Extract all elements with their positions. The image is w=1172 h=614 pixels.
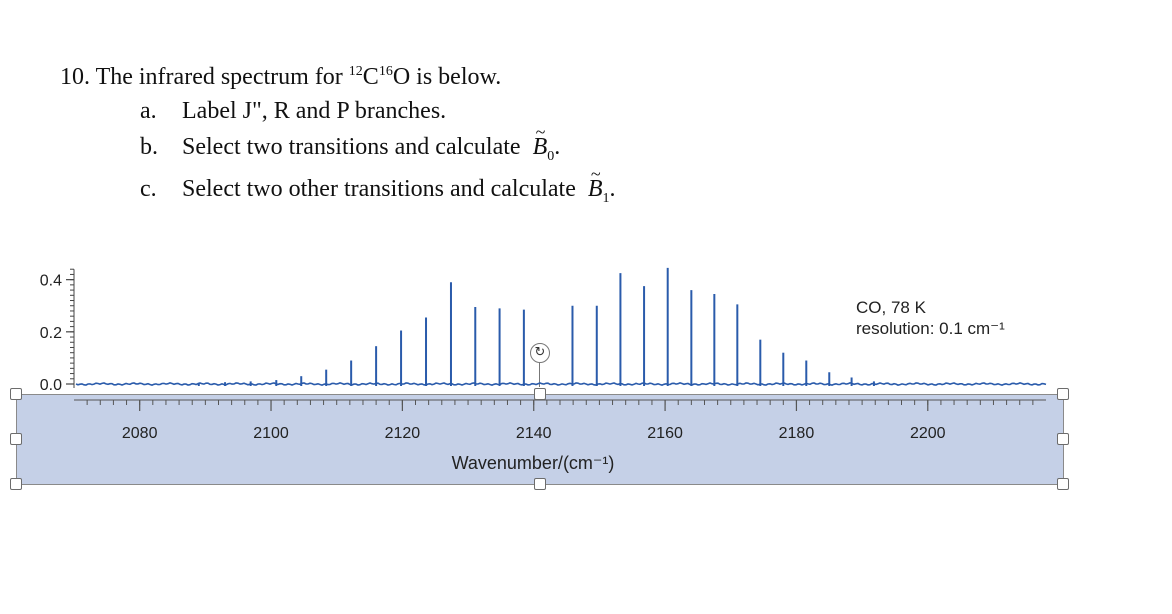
x-tick-label: 2120: [385, 425, 421, 442]
question-item-a: a. Label J", R and P branches.: [140, 98, 446, 125]
x-tick-label: 2200: [910, 425, 946, 442]
resize-handle-top[interactable]: [534, 388, 546, 400]
question-number: 10.: [60, 64, 90, 90]
x-tick-label: 2180: [779, 425, 815, 442]
b-tilde-symbol: ~ B1: [587, 164, 610, 206]
title-after: is below.: [410, 64, 502, 90]
resize-handle-bottom[interactable]: [534, 478, 546, 490]
b-tilde-symbol: ~ B0: [532, 122, 555, 164]
item-letter: c.: [140, 176, 157, 202]
isotope-oxygen: 16: [378, 64, 393, 79]
x-tick-label: 2080: [122, 425, 158, 442]
annotation-sample: CO, 78 K: [856, 298, 927, 317]
resize-handle-left[interactable]: [10, 433, 22, 445]
question-item-c: c. Select two other transitions and calcu…: [140, 164, 616, 206]
resize-handle-top-left[interactable]: [10, 388, 22, 400]
rotate-handle-stem: [539, 363, 540, 387]
x-tick-label: 2160: [647, 425, 683, 442]
y-tick-label: 0.4: [40, 273, 62, 290]
x-tick-label: 2140: [516, 425, 552, 442]
resize-handle-right[interactable]: [1057, 433, 1069, 445]
element-oxygen: O: [392, 64, 411, 90]
item-letter: b.: [140, 134, 158, 160]
spectrum-figure[interactable]: ↻ 0.0 0.2 0.4 2080 2100 2120 2140 2160 2180 2200 …: [0, 250, 1172, 510]
x-tick-label: 2100: [253, 425, 289, 442]
title-before: The infrared spectrum for: [95, 64, 349, 90]
item-text: Select two transitions and calculate: [182, 134, 521, 160]
spectrum-chart: 0.0 0.2 0.4 2080 2100 2120 2140 2160 2180 2200 CO…: [40, 267, 1047, 473]
x-axis-label: Wavenumber/(cm⁻¹): [452, 453, 615, 473]
rotate-icon[interactable]: ↻: [530, 343, 550, 363]
annotation-resolution: resolution: 0.1 cm⁻¹: [856, 319, 1005, 338]
isotope-carbon: 12: [348, 64, 363, 79]
item-text: Select two other transitions and calcula…: [182, 176, 576, 202]
chart-marks: [75, 267, 1047, 386]
resize-handle-top-right[interactable]: [1057, 388, 1069, 400]
item-text: Label J", R and P branches.: [182, 98, 447, 124]
y-tick-label: 0.0: [40, 377, 62, 394]
item-letter: a.: [140, 98, 157, 124]
resize-handle-bottom-left[interactable]: [10, 478, 22, 490]
element-carbon: C: [362, 64, 379, 90]
chart-axes: 0.0 0.2 0.4 2080 2100 2120 2140 2160 2180 2200: [40, 268, 1046, 442]
resize-handle-bottom-right[interactable]: [1057, 478, 1069, 490]
y-tick-label: 0.2: [40, 325, 62, 342]
question-item-b: b. Select two transitions and calculate ~…: [140, 122, 561, 164]
spectrum-baseline: [75, 382, 1047, 386]
question-title: 10. The infrared spectrum for 12C16O is …: [60, 64, 501, 91]
